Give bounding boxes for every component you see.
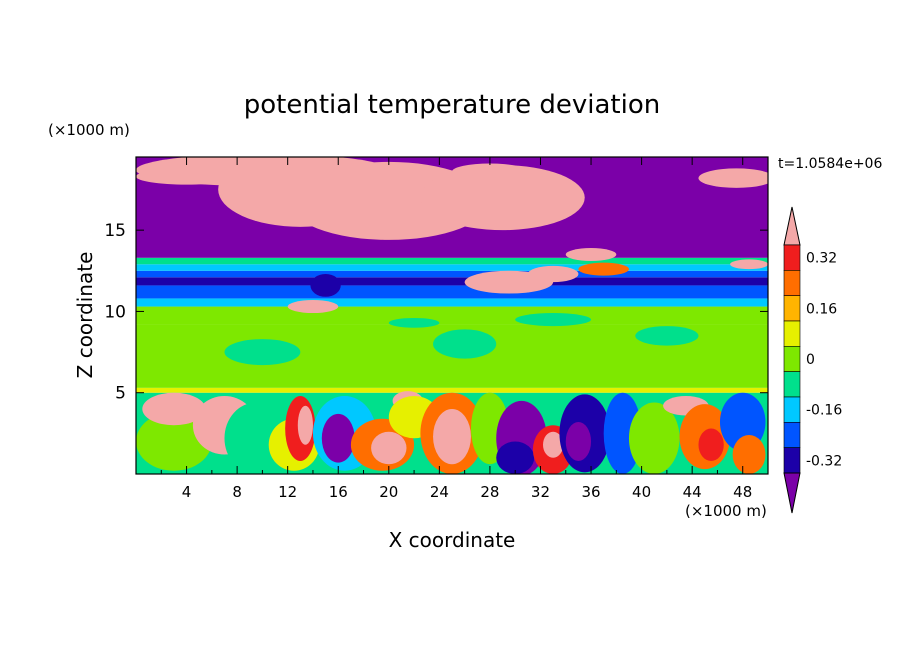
contour-region <box>732 434 766 474</box>
plot-frame <box>135 156 769 475</box>
contour-region <box>565 421 592 461</box>
y-tick-label: 15 <box>104 221 126 241</box>
colorbar-swatch <box>783 295 801 322</box>
colorbar-bottom-arrow <box>783 472 801 514</box>
contour-region <box>433 408 471 465</box>
contour-region <box>420 165 585 231</box>
contour-band <box>136 298 768 307</box>
contour-region <box>635 326 699 346</box>
y-axis-label: Z coordinate <box>73 252 97 379</box>
contour-region <box>543 431 564 458</box>
y-unit-label: (×1000 m) <box>48 121 130 139</box>
contour-region <box>698 428 724 461</box>
contour-region <box>388 317 440 328</box>
y-axis: 5 10 15 <box>104 221 768 404</box>
contour-band <box>136 277 768 286</box>
contour-region <box>515 313 592 327</box>
colorbar-top-arrow <box>783 206 801 246</box>
contour-region <box>310 274 341 297</box>
x-axis-label: X coordinate <box>389 528 516 552</box>
contour-region <box>496 441 535 474</box>
contour-region <box>433 329 497 359</box>
plot-area <box>136 157 768 474</box>
contour-region <box>452 163 528 180</box>
colorbar-swatch <box>783 320 801 347</box>
contour-region <box>730 259 768 270</box>
colorbar-swatch <box>783 422 801 448</box>
colorbar-swatch <box>783 371 801 398</box>
contour-region <box>297 405 313 445</box>
x-unit-label: (×1000 m) <box>685 502 767 520</box>
contour-region <box>136 168 238 185</box>
time-label: t=1.0584e+06 <box>778 156 882 172</box>
contour-region <box>565 248 617 262</box>
x-axis: 4 8 12 16 20 24 28 32 36 40 44 48 <box>160 157 769 501</box>
x-tick-label: 16 <box>329 483 348 501</box>
contour-band <box>136 270 768 278</box>
contour-band <box>136 264 768 271</box>
contour-region <box>527 265 579 283</box>
colorbar-tick-label: -0.32 <box>806 453 842 469</box>
contour-region <box>628 402 680 474</box>
contour-band <box>136 306 768 325</box>
contour-region <box>224 339 301 366</box>
colorbar-swatch <box>783 447 801 474</box>
x-tick-label: 20 <box>379 483 398 501</box>
colorbar-swatch <box>783 244 801 271</box>
x-tick-label: 32 <box>531 483 550 501</box>
x-tick-label: 4 <box>182 483 192 501</box>
contour-region <box>136 412 212 471</box>
colorbar-swatch <box>783 396 801 423</box>
colorbar-swatch <box>783 270 801 296</box>
colorbar-tick-label: -0.16 <box>806 403 842 419</box>
contour-region <box>321 413 355 463</box>
y-tick-label: 5 <box>115 384 126 404</box>
y-tick-label: 10 <box>104 302 126 322</box>
contour-region <box>578 262 629 276</box>
colorbar-tick-label: 0.32 <box>806 251 837 267</box>
x-tick-label: 28 <box>480 483 499 501</box>
contour-band <box>136 387 768 393</box>
x-tick-label: 8 <box>232 483 242 501</box>
contour-region <box>287 300 339 314</box>
colorbar-swatch <box>783 346 801 372</box>
chart-title: potential temperature deviation <box>244 90 660 120</box>
contour-region <box>371 431 407 465</box>
x-tick-label: 44 <box>683 483 702 501</box>
colorbar: 0.32 0.16 0 -0.16 -0.32 <box>783 206 842 514</box>
contour-band <box>136 285 768 299</box>
contour-region <box>698 168 768 188</box>
x-tick-label: 36 <box>581 483 600 501</box>
x-tick-label: 48 <box>733 483 752 501</box>
x-tick-label: 24 <box>430 483 449 501</box>
colorbar-tick-label: 0.16 <box>806 301 837 317</box>
colorbar-tick-label: 0 <box>806 352 815 368</box>
x-tick-label: 12 <box>278 483 297 501</box>
contour-region <box>142 392 206 426</box>
x-tick-label: 40 <box>632 483 651 501</box>
contour-band <box>136 257 768 265</box>
